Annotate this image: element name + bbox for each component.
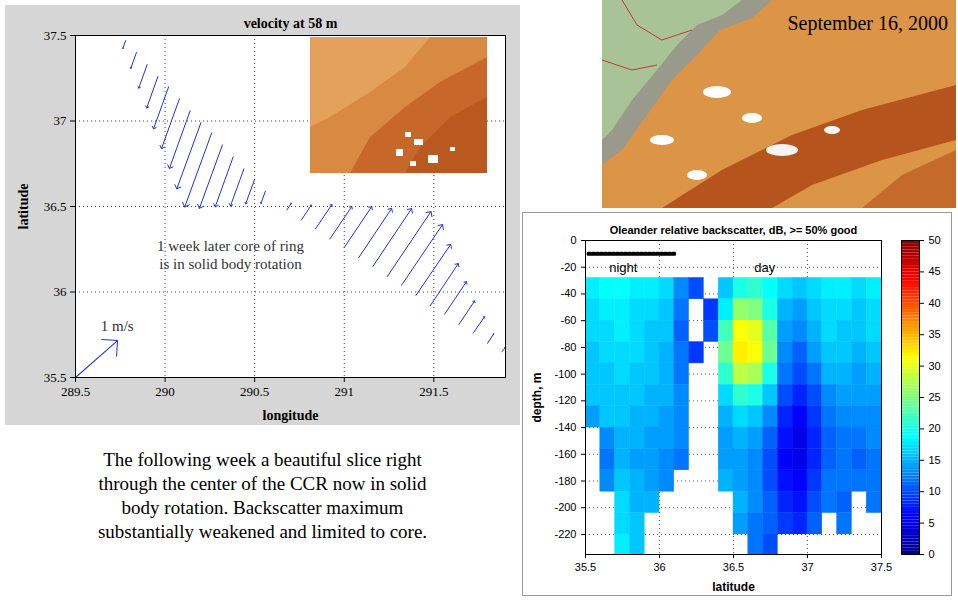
svg-text:5: 5	[929, 517, 935, 529]
svg-text:37.5: 37.5	[44, 28, 67, 43]
svg-text:37.5: 37.5	[871, 561, 892, 573]
svg-text:289.5: 289.5	[61, 384, 90, 399]
svg-text:50: 50	[929, 234, 941, 246]
svg-text:291.5: 291.5	[419, 384, 448, 399]
svg-text:0: 0	[570, 234, 576, 246]
svg-text:35: 35	[929, 328, 941, 340]
svg-text:1 m/s: 1 m/s	[101, 318, 134, 334]
svg-text:30: 30	[929, 360, 941, 372]
svg-text:longitude: longitude	[262, 408, 318, 423]
svg-text:September 16, 2000: September 16, 2000	[787, 12, 948, 35]
svg-text:36.5: 36.5	[723, 561, 744, 573]
svg-text:290.5: 290.5	[240, 384, 269, 399]
svg-text:-120: -120	[554, 394, 576, 406]
svg-text:37: 37	[54, 113, 68, 128]
svg-text:-200: -200	[554, 501, 576, 513]
svg-text:36: 36	[54, 284, 68, 299]
svg-text:depth, m: depth, m	[530, 373, 544, 423]
svg-text:-100: -100	[554, 368, 576, 380]
svg-text:velocity at 58 m: velocity at 58 m	[244, 16, 338, 31]
svg-text:20: 20	[929, 422, 941, 434]
svg-text:25: 25	[929, 391, 941, 403]
svg-text:-80: -80	[561, 341, 577, 353]
svg-text:night: night	[609, 260, 638, 275]
svg-text:291: 291	[335, 384, 355, 399]
svg-text:-140: -140	[554, 421, 576, 433]
svg-text:latitude: latitude	[16, 184, 31, 230]
svg-text:-220: -220	[554, 528, 576, 540]
svg-text:35.5: 35.5	[44, 370, 67, 385]
svg-text:37: 37	[801, 561, 813, 573]
svg-text:45: 45	[929, 265, 941, 277]
svg-text:35.5: 35.5	[575, 561, 596, 573]
html-text:body rotation. Backscatter max: body rotation. Backscatter maximum	[121, 497, 404, 518]
svg-text:-60: -60	[561, 314, 577, 326]
html-text:The following week a beautiful: The following week a beautiful slice rig…	[103, 449, 422, 470]
svg-text:-160: -160	[554, 448, 576, 460]
svg-text:15: 15	[929, 454, 941, 466]
svg-text:40: 40	[929, 297, 941, 309]
svg-text:10: 10	[929, 485, 941, 497]
svg-text:-20: -20	[561, 261, 577, 273]
svg-text:latitude: latitude	[712, 580, 755, 594]
svg-text:Oleander relative backscatter,: Oleander relative backscatter, dB, >= 50…	[610, 224, 858, 236]
svg-text:290: 290	[155, 384, 175, 399]
html-text:substantially weakened and lim: substantially weakened and limited to co…	[97, 521, 428, 542]
svg-text:day: day	[754, 260, 775, 275]
html-text:through the center of the CCR: through the center of the CCR now in sol…	[98, 473, 427, 494]
svg-text:1 week later core of ringis in: 1 week later core of ringis in solid bod…	[157, 238, 305, 271]
svg-text:-40: -40	[561, 287, 577, 299]
svg-text:-180: -180	[554, 475, 576, 487]
svg-text:0: 0	[929, 548, 935, 560]
svg-text:36.5: 36.5	[44, 199, 67, 214]
svg-text:36: 36	[653, 561, 665, 573]
